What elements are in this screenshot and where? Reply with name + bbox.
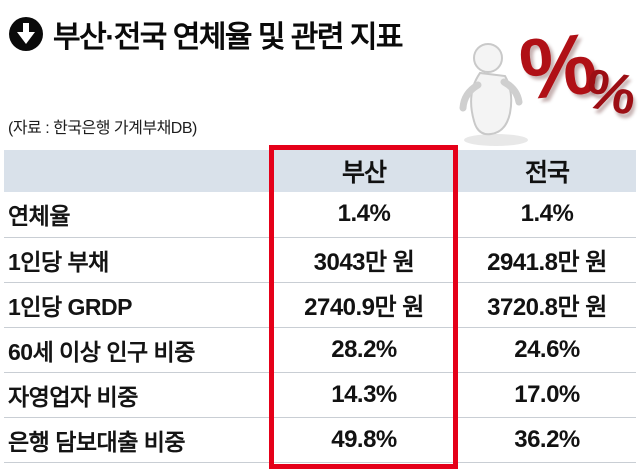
- header-busan: 부산: [270, 150, 458, 192]
- down-arrow-circle-icon: [8, 16, 44, 52]
- row-label: 1인당 부채: [4, 237, 270, 283]
- row-label: 60세 이상 인구 비중: [4, 327, 270, 373]
- percent-figure-illustration: % %: [458, 15, 640, 148]
- busan-value: 3043만 원: [270, 237, 458, 283]
- header-national: 전국: [458, 150, 636, 192]
- national-value: 1.4%: [458, 192, 636, 238]
- busan-value: 14.3%: [270, 372, 458, 418]
- national-value: 3720.8만 원: [458, 282, 636, 328]
- row-label: 연체율: [4, 192, 270, 238]
- busan-value: 1.4%: [270, 192, 458, 238]
- table-row: 연체율 1.4% 1.4%: [4, 192, 636, 238]
- national-value: 2941.8만 원: [458, 237, 636, 283]
- table-row: 은행 담보대출 비중 49.8% 36.2%: [4, 417, 636, 463]
- table-header-row: 부산 전국: [4, 150, 636, 192]
- row-label: 은행 담보대출 비중: [4, 417, 270, 463]
- person-icon: [459, 43, 528, 146]
- data-table: 부산 전국 연체율 1.4% 1.4% 1인당 부채 3043만 원 2941.…: [4, 150, 636, 463]
- table-row: 1인당 GRDP 2740.9만 원 3720.8만 원: [4, 282, 636, 328]
- busan-value: 49.8%: [270, 417, 458, 463]
- busan-value: 28.2%: [270, 327, 458, 373]
- busan-value: 2740.9만 원: [270, 282, 458, 328]
- table-row: 60세 이상 인구 비중 28.2% 24.6%: [4, 327, 636, 373]
- national-value: 24.6%: [458, 327, 636, 373]
- percent-symbol-small: %: [580, 56, 640, 127]
- table-row: 1인당 부채 3043만 원 2941.8만 원: [4, 237, 636, 283]
- page-title: 부산·전국 연체율 및 관련 지표: [53, 21, 404, 54]
- row-label: 1인당 GRDP: [4, 282, 270, 328]
- title-bar: 부산·전국 연체율 및 관련 지표: [8, 12, 404, 56]
- national-value: 36.2%: [458, 417, 636, 463]
- header-empty-cell: [4, 150, 270, 192]
- national-value: 17.0%: [458, 372, 636, 418]
- source-note: (자료 : 한국은행 가계부채DB): [8, 120, 197, 137]
- row-label: 자영업자 비중: [4, 372, 270, 418]
- table-row: 자영업자 비중 14.3% 17.0%: [4, 372, 636, 418]
